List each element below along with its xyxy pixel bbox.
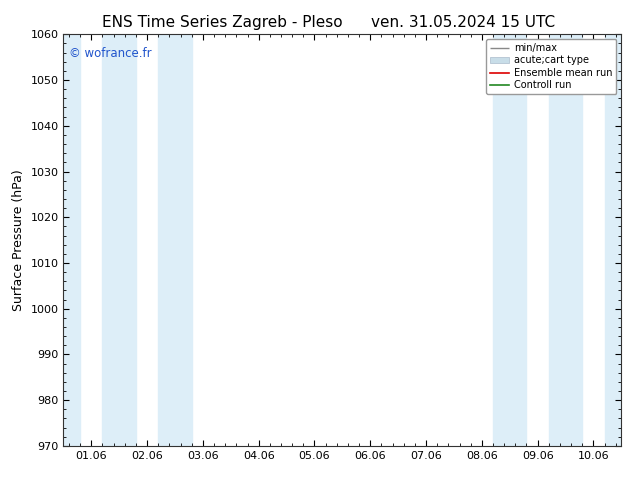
- Text: © wofrance.fr: © wofrance.fr: [69, 47, 152, 60]
- Bar: [63, 34, 80, 446]
- Text: ENS Time Series Zagreb - Pleso: ENS Time Series Zagreb - Pleso: [101, 15, 342, 30]
- Bar: [549, 34, 582, 446]
- Bar: [605, 34, 621, 446]
- Bar: [158, 34, 191, 446]
- Legend: min/max, acute;cart type, Ensemble mean run, Controll run: min/max, acute;cart type, Ensemble mean …: [486, 39, 616, 94]
- Y-axis label: Surface Pressure (hPa): Surface Pressure (hPa): [12, 169, 25, 311]
- Text: ven. 31.05.2024 15 UTC: ven. 31.05.2024 15 UTC: [371, 15, 555, 30]
- Bar: [103, 34, 136, 446]
- Bar: [493, 34, 526, 446]
